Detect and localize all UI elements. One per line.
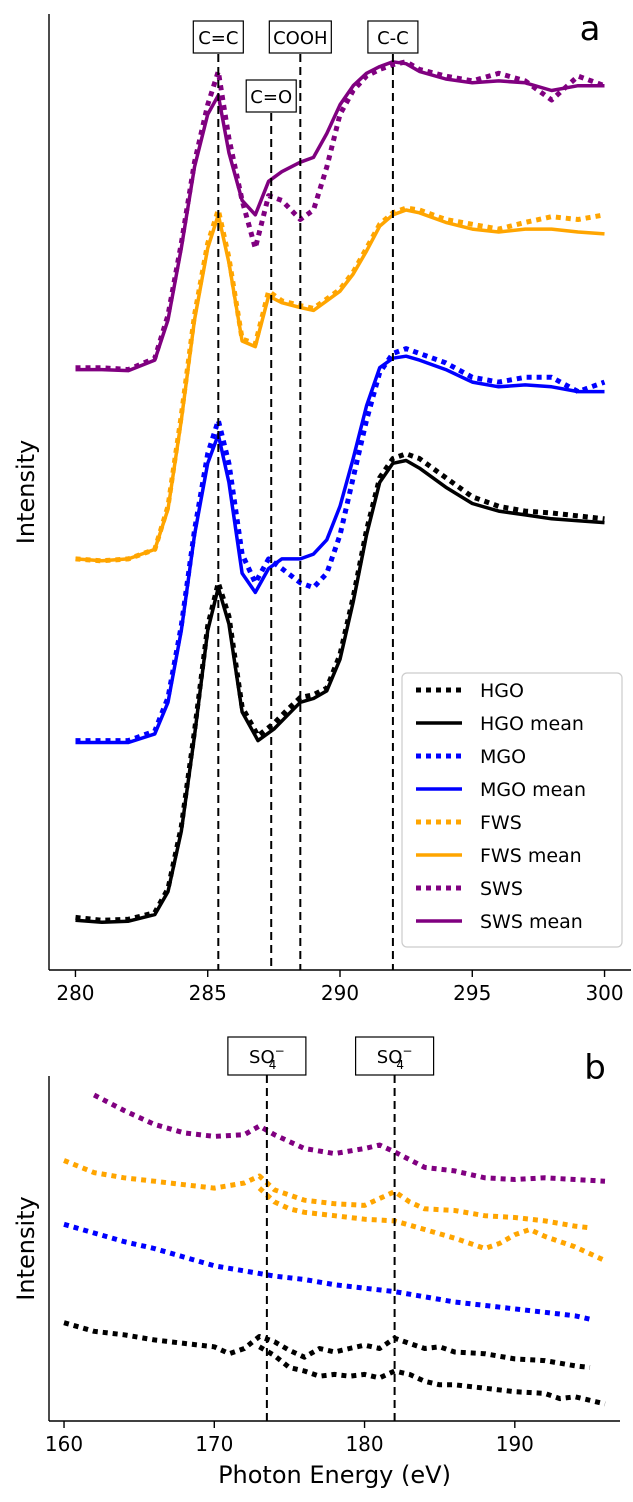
series-mgo-line-3 [75,346,606,744]
annotation-box [268,20,332,54]
x-tick-label: 300 [585,981,623,1005]
panel-b: SO− 4 SO− 4 160 170 180 190 b Intensity Photon… [12,1036,620,1489]
annotation-label: SO− 4 [249,1044,285,1072]
annotation-1: SO− 4 [227,1036,307,1076]
x-tick-label: 295 [453,981,491,1005]
panel-a-reference-lines [217,54,394,970]
series-hgo-line-2 [258,1344,606,1407]
panel-a-legend: HGO HGO mean MGO MGO mean FWS FWS mean SWS SWS … [401,672,623,948]
annotation-2: C=O [245,79,297,113]
panel-b-y-axis-label: Intensity [12,1196,40,1300]
legend-item-hgo-mean: HGO mean [416,713,584,735]
panel-b-annotations: SO− 4 SO− 4 [227,1036,435,1076]
legend-label: FWS [480,812,522,834]
annotation-box [245,79,297,113]
panel-a-series [75,59,606,924]
legend-frame [401,672,623,948]
annotation-box [355,1036,435,1076]
series-fws-line-5 [257,1186,607,1263]
legend-label: SWS [480,878,523,900]
annotation-label: COOH [273,28,327,49]
annotation-label: C=C [198,28,238,49]
annotation-4: C-C [367,20,419,54]
x-tick-label: 280 [56,981,94,1005]
panel-b-x-ticks: 160 170 180 190 [45,1421,534,1456]
series-hgo-mean-line-2 [75,458,605,924]
panel-b-reference-lines [265,1075,396,1421]
x-tick-label: 285 [189,981,227,1005]
legend-item-sws: SWS [416,878,523,900]
panel-b-axes [48,1076,620,1422]
annotation-label: C=O [250,87,292,108]
series-mgo-mean-line-4 [75,354,605,745]
legend-label: MGO mean [480,779,586,801]
series-mgo-line-3 [63,1221,591,1322]
panel-b-x-axis-label: Photon Energy (eV) [218,1461,451,1489]
x-tick-label: 180 [345,1432,383,1456]
panel-a-x-ticks: 280 285 290 295 300 [56,970,624,1005]
panel-b-label: b [584,1048,606,1088]
legend-item-mgo-mean: MGO mean [416,779,586,801]
x-tick-label: 290 [321,981,359,1005]
annotation-label: C-C [377,28,409,49]
annotation-1: C=C [192,20,244,54]
legend-label: FWS mean [480,845,582,867]
series-hgo-line-1 [63,1320,591,1370]
annotation-box [192,20,244,54]
x-tick-label: 160 [45,1432,83,1456]
annotation-label: SO− 4 [377,1044,413,1072]
legend-label: MGO [480,746,526,768]
series-fws-line-4 [63,1158,591,1231]
legend-item-hgo: HGO [416,680,524,702]
panel-a-label: a [580,9,601,49]
legend-item-mgo: MGO [416,746,526,768]
series-fws-line-5 [75,205,605,564]
annotation-3: COOH [268,20,332,54]
legend-label: SWS mean [480,911,583,933]
legend-item-fws: FWS [416,812,522,834]
series-sws-mean-line-8 [75,60,605,373]
series-sws-line-6 [92,1092,606,1184]
legend-item-sws-mean: SWS mean [416,911,583,933]
panel-a: C=C C=O COOH C-C 280 285 290 295 300 a Intensit… [12,9,631,1005]
legend-label: HGO mean [480,713,584,735]
x-tick-label: 170 [195,1432,233,1456]
panel-a-annotations: C=C C=O COOH C-C [192,20,419,113]
legend-item-fws-mean: FWS mean [416,845,582,867]
annotation-box [227,1036,307,1076]
panel-a-y-axis-label: Intensity [12,440,40,544]
annotation-2: SO− 4 [355,1036,435,1076]
panel-b-series [63,1092,607,1407]
x-tick-label: 190 [496,1432,534,1456]
series-fws-mean-line-6 [75,208,605,563]
annotation-box [367,20,419,54]
legend-label: HGO [480,680,524,702]
